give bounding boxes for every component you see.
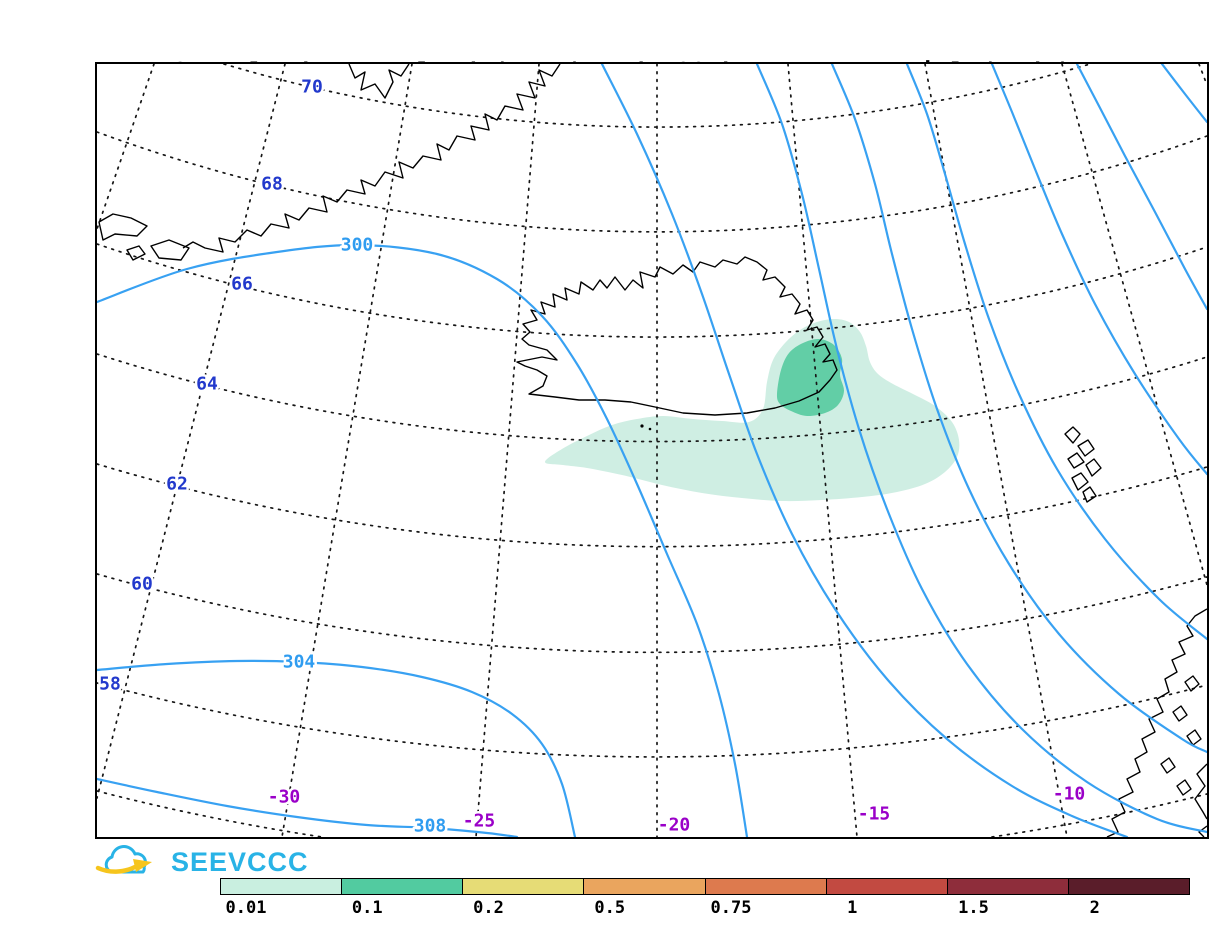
coastline-path [1194, 763, 1207, 820]
colorbar-label: 0.5 [594, 898, 626, 918]
island-coastline [98, 213, 148, 241]
longitude-label: -30 [268, 787, 301, 808]
latitude-label: 70 [301, 77, 323, 98]
latitude-label: 62 [166, 474, 188, 495]
colorbar-segment [584, 879, 706, 894]
colorbar-segment [221, 879, 343, 894]
logo-arrow-head [133, 859, 152, 872]
coastline-path [1106, 608, 1207, 837]
coastline-path [182, 64, 561, 253]
island-coastline [1082, 486, 1097, 503]
coastline-path [348, 64, 410, 99]
longitude-label: -20 [658, 815, 691, 836]
island-coastline [1067, 452, 1085, 469]
longitude-label: -25 [463, 811, 496, 832]
island-coastline [150, 239, 190, 261]
graticule [97, 64, 1207, 837]
seevccc-cloud-icon [95, 845, 152, 874]
latitude-label: 58 [99, 674, 121, 695]
colorbar-label: 0.1 [351, 898, 383, 918]
geopotential-contour-line [97, 243, 749, 837]
contour-label: 304 [283, 652, 316, 673]
colorbar [220, 878, 1190, 895]
island-coastline [1077, 439, 1095, 457]
longitude-gridline [787, 64, 858, 837]
islet-dot [648, 427, 652, 431]
latitude-gridline [97, 353, 1207, 443]
latitude-gridline [991, 793, 1207, 837]
island-coastline [1172, 705, 1188, 722]
latitude-label: 66 [231, 274, 253, 295]
geopotential-contour-line [1075, 64, 1207, 311]
geopotential-contour-line [600, 64, 1129, 837]
latitude-gridline [97, 463, 1207, 548]
longitude-gridline [97, 64, 155, 230]
island-coastline [1184, 675, 1200, 692]
longitude-label: -15 [858, 804, 891, 825]
longitude-labels: -30 -25 -20 -15 -10 [265, 781, 1088, 837]
latitude-gridline [97, 243, 1207, 338]
colorbar-segment [342, 879, 464, 894]
map-frame: 300 304 308 70 68 66 64 62 60 58 -30 -25 -20 -15 -10 [95, 62, 1209, 839]
longitude-gridline [1198, 64, 1207, 86]
map-svg: 300 304 308 70 68 66 64 62 60 58 -30 -25 -20 -15 -10 [97, 64, 1207, 837]
seevccc-logo: SEEVCCC [95, 842, 309, 882]
geopotential-contour-line [990, 64, 1207, 476]
island-coastline [1071, 472, 1089, 491]
dust-area-light [544, 319, 960, 502]
colorbar-segment [463, 879, 585, 894]
colorbar-segment [826, 879, 948, 894]
colorbar-label: 1 [847, 898, 858, 918]
geopotential-contour-line [97, 777, 519, 837]
longitude-label: -10 [1053, 784, 1086, 805]
latitude-label: 60 [131, 574, 153, 595]
contour-label: 300 [341, 235, 374, 256]
island-coastline [1186, 729, 1202, 746]
colorbar-label: 0.75 [710, 898, 752, 918]
island-coastline [1160, 757, 1176, 774]
geopotential-contours [97, 64, 1207, 837]
geopotential-contour-line [830, 64, 1207, 754]
contour-label: 308 [414, 816, 447, 837]
latitude-gridline [97, 682, 1207, 758]
longitude-gridline [1061, 64, 1207, 586]
colorbar-label: 2 [1089, 898, 1100, 918]
logo-arrow-icon [95, 864, 138, 874]
colorbar-label: 0.2 [473, 898, 504, 918]
island-coastline [1176, 779, 1192, 796]
latitude-label: 68 [261, 174, 283, 195]
colorbar-label: 0.01 [225, 898, 267, 918]
coastlines [98, 64, 1207, 837]
colorbar-segment [947, 879, 1069, 894]
longitude-gridline [281, 64, 413, 837]
colorbar-segment [1068, 879, 1189, 894]
latitude-gridline [97, 573, 1207, 654]
iceland-coastline [516, 256, 838, 416]
colorbar-labels: 0.01 0.1 0.2 0.5 0.75 1 1.5 2 [220, 898, 1210, 920]
dust-area-medium [776, 338, 845, 417]
geopotential-contour-line [97, 659, 577, 837]
contour-labels: 300 304 308 [280, 232, 449, 837]
island-coastline [126, 245, 146, 261]
island-coastline [1085, 458, 1102, 477]
longitude-gridline [475, 64, 540, 837]
colorbar-segment [705, 879, 827, 894]
geopotential-contour-line [1160, 64, 1207, 124]
island-coastline [1064, 426, 1081, 444]
latitude-labels: 70 68 66 64 62 60 58 [97, 74, 325, 697]
geopotential-contour-line [905, 64, 1207, 641]
latitude-label: 64 [196, 374, 218, 395]
dust-shading [544, 319, 960, 502]
geopotential-contour-line [755, 64, 1207, 834]
longitude-gridline [97, 64, 286, 799]
colorbar-label: 1.5 [958, 898, 989, 918]
logo-wordmark: SEEVCCC [171, 846, 309, 877]
islet-dot [640, 424, 644, 428]
longitude-gridline [924, 64, 1068, 837]
coastline-path [1198, 825, 1207, 837]
